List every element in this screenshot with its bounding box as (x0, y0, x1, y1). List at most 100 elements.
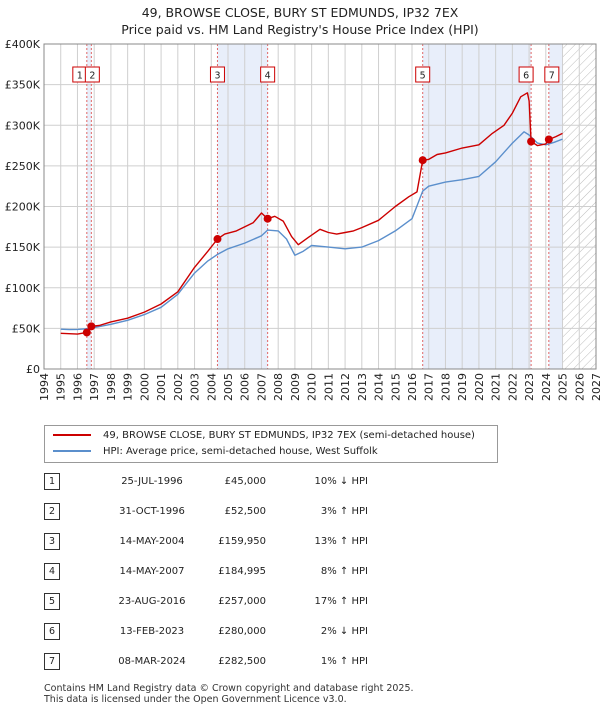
transaction-hpi-diff: 13% ↑ HPI (314, 536, 368, 547)
transaction-hpi-diff: 8% ↑ HPI (320, 566, 368, 577)
x-tick-label: 1995 (55, 373, 68, 401)
x-tick-label: 2025 (557, 373, 570, 401)
hpi-line (60, 131, 563, 331)
transaction-number: 2 (44, 503, 60, 520)
sale-label-4: 4 (265, 71, 271, 82)
x-tick-label: 2011 (322, 373, 335, 401)
x-tick-label: 2024 (540, 373, 553, 401)
transaction-hpi-diff: 17% ↑ HPI (314, 596, 368, 607)
chart-title-line1: 49, BROWSE CLOSE, BURY ST EDMUNDS, IP32 … (141, 5, 459, 20)
transaction-hpi-diff: 3% ↑ HPI (320, 506, 368, 517)
transaction-row: 1 25-JUL-1996 £45,000 10% ↓ HPI (44, 473, 464, 491)
sale-point-1 (82, 328, 91, 337)
legend-entry-hpi: HPI: Average price, semi-detached house,… (53, 444, 378, 460)
y-tick-label: £350K (5, 79, 41, 92)
x-tick-label: 2018 (439, 373, 452, 401)
footer: Contains HM Land Registry data © Crown c… (44, 683, 414, 705)
y-tick-label: £0 (26, 363, 40, 376)
x-tick-label: 1994 (38, 373, 51, 401)
transaction-hpi-diff: 2% ↓ HPI (320, 626, 368, 637)
x-tick-label: 2022 (506, 373, 519, 401)
transaction-date: 25-JUL-1996 (121, 476, 183, 487)
x-tick-label: 2002 (172, 373, 185, 401)
transaction-row: 7 08-MAR-2024 £282,500 1% ↑ HPI (44, 653, 464, 671)
transaction-date: 31-OCT-1996 (119, 506, 185, 517)
transaction-date: 23-AUG-2016 (118, 596, 186, 607)
sale-points (82, 135, 553, 337)
transaction-row: 3 14-MAY-2004 £159,950 13% ↑ HPI (44, 533, 464, 551)
transaction-price: £257,000 (218, 596, 266, 607)
transaction-number: 4 (44, 563, 60, 580)
transaction-number: 5 (44, 593, 60, 610)
legend-swatch-hpi (53, 450, 91, 452)
y-tick-label: £400K (5, 38, 41, 51)
y-tick-label: £300K (5, 119, 41, 132)
sale-point-3 (213, 235, 222, 244)
transaction-date: 14-MAY-2004 (119, 536, 185, 547)
sale-label-box-4 (260, 66, 276, 83)
x-tick-label: 2010 (306, 373, 319, 401)
x-tick-label: 2012 (339, 373, 352, 401)
transaction-price: £159,950 (218, 536, 266, 547)
x-tick-label: 1998 (105, 373, 118, 401)
sale-point-5 (418, 156, 427, 165)
transaction-number: 6 (44, 623, 60, 640)
x-tick-label: 2005 (222, 373, 235, 401)
sale-label-5: 5 (420, 71, 426, 82)
axes: £0 £50K £100K £150K £200K £250K £300K £350K £400… (5, 38, 600, 401)
legend-entry-property: 49, BROWSE CLOSE, BURY ST EDMUNDS, IP32 … (53, 428, 475, 444)
legend-swatch-property (53, 434, 91, 436)
legend-label-hpi: HPI: Average price, semi-detached house,… (103, 446, 378, 457)
x-tick-label: 2027 (590, 373, 600, 401)
x-tick-label: 1996 (71, 373, 84, 401)
chart-title-line2: Price paid vs. HM Land Registry's House … (121, 22, 479, 37)
transaction-number: 3 (44, 533, 60, 550)
x-tick-label: 2015 (389, 373, 402, 401)
sale-point-2 (87, 322, 96, 331)
x-tick-label: 2014 (373, 373, 386, 401)
sale-label-7: 7 (549, 71, 555, 82)
y-tick-label: £100K (5, 282, 41, 295)
transaction-row: 4 14-MAY-2007 £184,995 8% ↑ HPI (44, 563, 464, 581)
transaction-row: 5 23-AUG-2016 £257,000 17% ↑ HPI (44, 593, 464, 611)
y-tick-label: £150K (5, 241, 41, 254)
plot-frame (43, 43, 597, 370)
sale-label-box-6 (518, 66, 534, 83)
sale-label-box-3 (209, 66, 225, 83)
x-tick-label: 2004 (205, 373, 218, 401)
x-tick-label: 2007 (255, 373, 268, 401)
transaction-hpi-diff: 10% ↓ HPI (314, 476, 368, 487)
sale-point-4 (263, 214, 272, 223)
x-tick-label: 2006 (239, 373, 252, 401)
x-tick-label: 2017 (423, 373, 436, 401)
transaction-number: 1 (44, 473, 60, 490)
sale-point-7 (544, 135, 553, 144)
x-tick-label: 2001 (155, 373, 168, 401)
grid-lines (43, 43, 597, 370)
chart-title: 49, BROWSE CLOSE, BURY ST EDMUNDS, IP32 … (0, 4, 600, 38)
sale-label-box-5 (415, 66, 431, 83)
transaction-date: 13-FEB-2023 (119, 626, 185, 637)
x-tick-label: 1997 (88, 373, 101, 401)
transaction-price: £45,000 (224, 476, 266, 487)
x-tick-label: 2000 (138, 373, 151, 401)
sale-label-3: 3 (214, 71, 220, 82)
transaction-date: 08-MAR-2024 (118, 656, 186, 667)
transaction-row: 6 13-FEB-2023 £280,000 2% ↓ HPI (44, 623, 464, 641)
transaction-date: 14-MAY-2007 (119, 566, 185, 577)
transaction-price: £280,000 (218, 626, 266, 637)
x-tick-label: 1999 (122, 373, 135, 401)
series-lines (60, 92, 563, 335)
sale-label-2: 2 (89, 71, 95, 82)
transaction-number: 7 (44, 653, 60, 670)
sale-label-box-7 (544, 66, 560, 83)
x-tick-label: 2021 (490, 373, 503, 401)
x-tick-label: 2016 (406, 373, 419, 401)
y-tick-label: £50K (12, 322, 41, 335)
footer-line1: Contains HM Land Registry data © Crown c… (44, 683, 414, 694)
legend: 49, BROWSE CLOSE, BURY ST EDMUNDS, IP32 … (44, 425, 498, 463)
x-tick-label: 2026 (573, 373, 586, 401)
x-tick-label: 2008 (272, 373, 285, 401)
